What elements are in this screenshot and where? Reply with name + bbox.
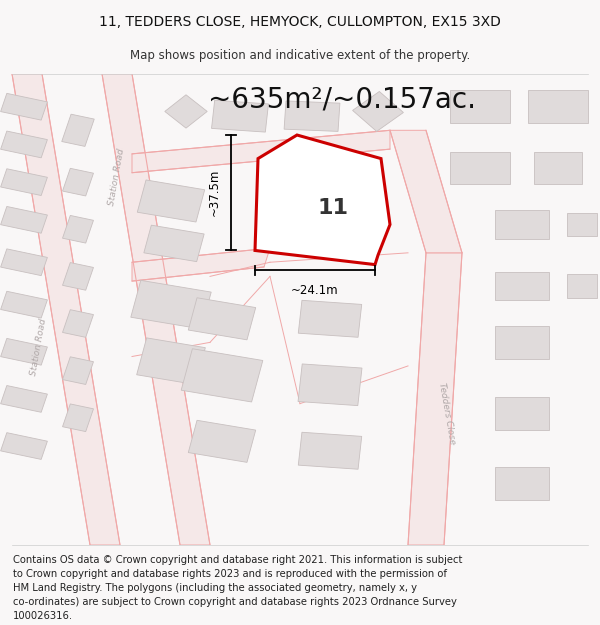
Polygon shape [188, 420, 256, 462]
Polygon shape [1, 169, 47, 196]
Polygon shape [62, 357, 94, 384]
Polygon shape [495, 326, 549, 359]
Polygon shape [1, 386, 47, 412]
Polygon shape [284, 101, 340, 131]
Text: 11: 11 [317, 198, 349, 218]
Polygon shape [1, 338, 47, 365]
Polygon shape [62, 404, 94, 432]
Polygon shape [495, 396, 549, 429]
Polygon shape [131, 281, 211, 329]
Polygon shape [495, 468, 549, 500]
Polygon shape [165, 95, 207, 128]
Polygon shape [495, 272, 549, 300]
Polygon shape [212, 100, 268, 132]
Polygon shape [181, 349, 263, 402]
Polygon shape [534, 151, 582, 184]
Polygon shape [390, 130, 462, 253]
Polygon shape [567, 274, 597, 298]
Polygon shape [62, 168, 94, 196]
Polygon shape [567, 213, 597, 236]
Text: HM Land Registry. The polygons (including the associated geometry, namely x, y: HM Land Registry. The polygons (includin… [13, 582, 417, 592]
Polygon shape [132, 248, 270, 281]
Polygon shape [62, 114, 94, 146]
Text: ~37.5m: ~37.5m [208, 169, 221, 216]
Polygon shape [132, 130, 390, 173]
Text: 11, TEDDERS CLOSE, HEMYOCK, CULLOMPTON, EX15 3XD: 11, TEDDERS CLOSE, HEMYOCK, CULLOMPTON, … [99, 15, 501, 29]
Polygon shape [1, 249, 47, 276]
Polygon shape [188, 298, 256, 340]
Polygon shape [528, 90, 588, 123]
Polygon shape [137, 180, 205, 222]
Polygon shape [408, 253, 462, 545]
Polygon shape [255, 135, 390, 264]
Polygon shape [1, 291, 47, 318]
Text: ~24.1m: ~24.1m [291, 284, 339, 296]
Text: Station Road: Station Road [107, 148, 127, 207]
Polygon shape [450, 151, 510, 184]
Text: Contains OS data © Crown copyright and database right 2021. This information is : Contains OS data © Crown copyright and d… [13, 554, 463, 564]
Text: Map shows position and indicative extent of the property.: Map shows position and indicative extent… [130, 49, 470, 62]
Polygon shape [1, 432, 47, 459]
Text: Station Road: Station Road [29, 318, 49, 376]
Text: ~635m²/~0.157ac.: ~635m²/~0.157ac. [208, 86, 476, 114]
Polygon shape [353, 91, 403, 131]
Polygon shape [62, 262, 94, 290]
Polygon shape [62, 310, 94, 338]
Polygon shape [62, 216, 94, 243]
Text: co-ordinates) are subject to Crown copyright and database rights 2023 Ordnance S: co-ordinates) are subject to Crown copyr… [13, 597, 457, 607]
Polygon shape [102, 74, 210, 545]
Text: Tedders Close: Tedders Close [437, 381, 457, 445]
Polygon shape [298, 432, 362, 469]
Polygon shape [450, 90, 510, 123]
Polygon shape [1, 93, 47, 120]
Polygon shape [298, 301, 362, 338]
Polygon shape [298, 364, 362, 406]
Polygon shape [495, 211, 549, 239]
Polygon shape [12, 74, 120, 545]
Polygon shape [1, 206, 47, 233]
Polygon shape [144, 225, 204, 262]
Text: 100026316.: 100026316. [13, 611, 73, 621]
Polygon shape [1, 131, 47, 158]
Text: to Crown copyright and database rights 2023 and is reproduced with the permissio: to Crown copyright and database rights 2… [13, 569, 447, 579]
Polygon shape [137, 338, 205, 384]
